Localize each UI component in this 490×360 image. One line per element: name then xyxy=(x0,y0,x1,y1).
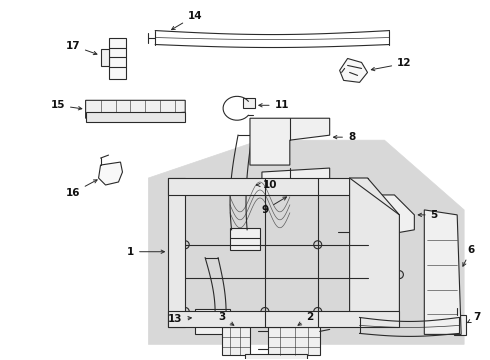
Circle shape xyxy=(297,125,303,131)
Bar xyxy=(245,354,307,360)
Text: 14: 14 xyxy=(172,11,202,30)
Circle shape xyxy=(312,125,318,131)
Circle shape xyxy=(314,307,322,315)
Circle shape xyxy=(382,205,388,211)
Text: 5: 5 xyxy=(418,210,438,220)
Bar xyxy=(454,315,466,336)
Text: 16: 16 xyxy=(66,180,97,198)
Circle shape xyxy=(175,104,181,110)
Text: 17: 17 xyxy=(65,41,97,55)
Circle shape xyxy=(395,271,403,279)
Circle shape xyxy=(437,320,445,328)
Text: 9: 9 xyxy=(261,197,287,215)
Text: 4: 4 xyxy=(0,359,1,360)
Circle shape xyxy=(437,224,445,232)
Polygon shape xyxy=(250,118,330,165)
Polygon shape xyxy=(262,168,330,192)
Polygon shape xyxy=(168,178,185,328)
Circle shape xyxy=(90,104,96,110)
Text: 12: 12 xyxy=(371,58,412,71)
Text: 7: 7 xyxy=(467,312,481,323)
Bar xyxy=(230,228,260,250)
Circle shape xyxy=(261,184,269,192)
Polygon shape xyxy=(168,178,368,195)
Circle shape xyxy=(367,212,372,218)
Circle shape xyxy=(181,307,189,315)
Polygon shape xyxy=(148,140,464,345)
Circle shape xyxy=(272,149,278,155)
Circle shape xyxy=(272,125,278,131)
Circle shape xyxy=(309,177,315,183)
Circle shape xyxy=(257,125,263,131)
Polygon shape xyxy=(358,195,415,240)
Circle shape xyxy=(394,207,400,213)
Circle shape xyxy=(257,149,263,155)
Bar xyxy=(243,98,255,108)
Circle shape xyxy=(272,177,278,183)
Polygon shape xyxy=(100,49,108,67)
Text: 11: 11 xyxy=(259,100,289,110)
Bar xyxy=(195,310,230,334)
Bar xyxy=(268,328,319,355)
Polygon shape xyxy=(86,112,185,122)
Text: 2: 2 xyxy=(298,312,314,325)
Bar xyxy=(222,328,250,355)
Text: 15: 15 xyxy=(50,100,82,110)
Polygon shape xyxy=(424,210,461,334)
Text: 3: 3 xyxy=(219,312,234,325)
Circle shape xyxy=(292,177,298,183)
Circle shape xyxy=(181,241,189,249)
Circle shape xyxy=(181,184,189,192)
Circle shape xyxy=(314,241,322,249)
Text: 13: 13 xyxy=(168,314,192,324)
Polygon shape xyxy=(168,311,399,328)
Circle shape xyxy=(364,184,371,192)
Polygon shape xyxy=(349,178,399,328)
Text: 10: 10 xyxy=(257,180,277,190)
Polygon shape xyxy=(86,100,185,118)
Text: 6: 6 xyxy=(463,245,475,266)
Circle shape xyxy=(314,184,322,192)
Circle shape xyxy=(261,307,269,315)
Circle shape xyxy=(364,241,371,249)
Text: 8: 8 xyxy=(334,132,355,142)
Polygon shape xyxy=(98,162,122,185)
Text: 1: 1 xyxy=(127,247,165,257)
Bar xyxy=(108,37,126,80)
Polygon shape xyxy=(340,58,368,82)
